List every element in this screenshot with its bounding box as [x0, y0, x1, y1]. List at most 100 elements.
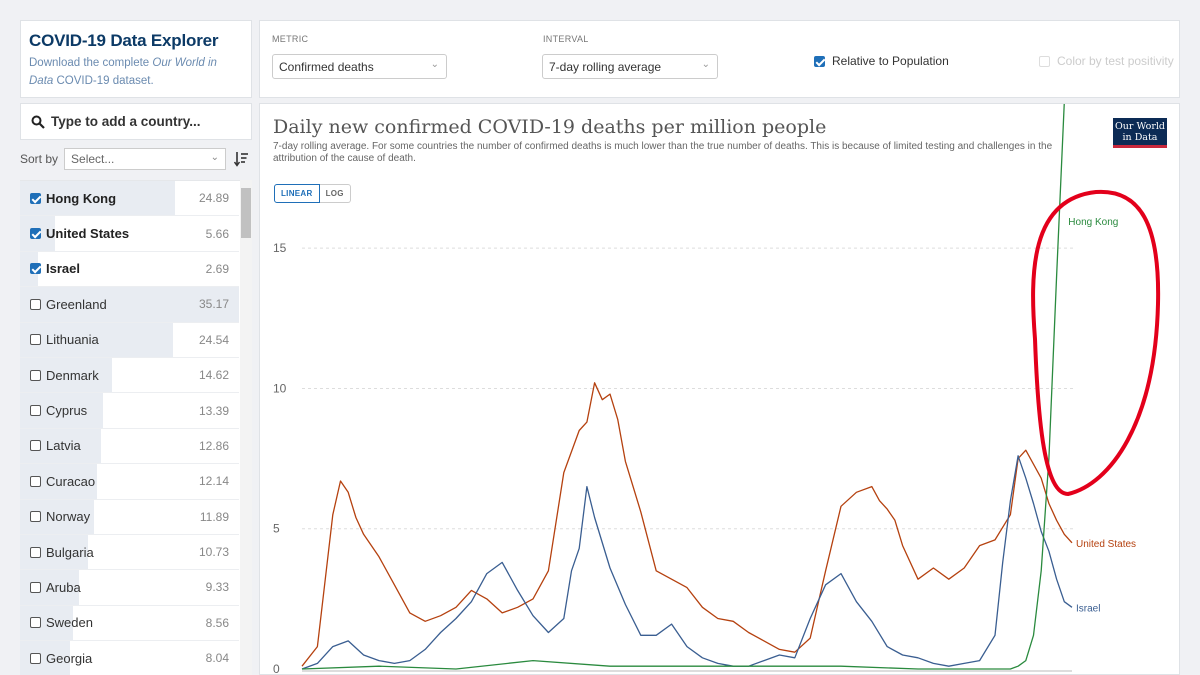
- metric-value: Confirmed deaths: [279, 60, 374, 74]
- country-value-bar: [20, 605, 73, 641]
- country-row[interactable]: Denmark 14.62: [20, 357, 239, 394]
- country-name: Hong Kong: [46, 190, 117, 206]
- country-checkbox[interactable]: [30, 546, 41, 558]
- owid-logo[interactable]: Our World in Data: [1113, 118, 1167, 148]
- country-value: 13.39: [198, 403, 229, 418]
- country-checkbox[interactable]: [30, 334, 41, 346]
- country-name: Norway: [46, 509, 91, 525]
- country-checkbox[interactable]: [30, 369, 41, 381]
- country-row[interactable]: Israel 2.69: [20, 251, 239, 288]
- country-value: 14.62: [198, 368, 229, 383]
- country-value: 35.17: [198, 297, 229, 312]
- country-name: Latvia: [46, 438, 81, 454]
- chart-panel: Daily new confirmed COVID-19 deaths per …: [259, 103, 1180, 675]
- country-row[interactable]: Cyprus 13.39: [20, 393, 239, 429]
- country-name: Georgia: [46, 650, 93, 666]
- sort-order-icon[interactable]: [234, 151, 249, 167]
- relative-to-population-toggle[interactable]: Relative to Population: [814, 54, 949, 68]
- country-row[interactable]: Curacao 12.14: [20, 464, 239, 500]
- country-checkbox[interactable]: [30, 617, 41, 629]
- interval-dropdown[interactable]: 7-day rolling average ⌄: [542, 54, 718, 79]
- country-checkbox[interactable]: [30, 440, 41, 452]
- explorer-header: COVID-19 Data Explorer Download the comp…: [20, 20, 252, 98]
- country-row[interactable]: Sweden 8.56: [20, 605, 239, 642]
- country-name: Israel: [46, 261, 80, 277]
- positivity-checkbox[interactable]: [1039, 55, 1050, 67]
- country-value: 11.89: [199, 509, 229, 524]
- sort-select[interactable]: Select... ⌄: [64, 148, 227, 170]
- country-checkbox[interactable]: [30, 652, 41, 664]
- country-checkbox[interactable]: [30, 475, 41, 487]
- country-value-bar: [20, 251, 38, 287]
- country-value-bar: [20, 641, 71, 675]
- country-value-bar: [20, 287, 239, 322]
- country-row[interactable]: Aruba 9.33: [20, 570, 239, 606]
- country-checkbox[interactable]: [30, 581, 41, 593]
- explorer-description: Download the complete Our World in Data …: [29, 54, 243, 90]
- country-row[interactable]: Hong Kong 24.89: [20, 181, 239, 217]
- y-tick-label: 10: [273, 381, 287, 395]
- country-value: 2.69: [205, 261, 229, 276]
- country-checkbox[interactable]: [30, 405, 41, 417]
- sort-label: Sort by: [20, 152, 59, 166]
- country-checkbox[interactable]: [30, 263, 41, 275]
- country-name: Aruba: [46, 579, 81, 595]
- country-value: 8.56: [205, 615, 229, 630]
- sort-row: Sort by Select... ⌄: [20, 148, 252, 170]
- country-name: Greenland: [46, 296, 107, 312]
- country-value: 5.66: [205, 226, 229, 241]
- test-positivity-toggle[interactable]: Color by test positivity: [1039, 54, 1174, 68]
- series-line-hong-kong: [301, 104, 1065, 670]
- country-name: Cyprus: [46, 403, 88, 419]
- country-row[interactable]: Bulgaria 10.73: [20, 534, 239, 571]
- country-name: Lithuania: [46, 332, 99, 348]
- country-row[interactable]: Lithuania 24.54: [20, 322, 239, 358]
- country-value-bar: [20, 181, 176, 216]
- series-label: Hong Kong: [1068, 217, 1118, 228]
- chevron-down-icon: ⌄: [701, 59, 710, 70]
- country-value: 24.89: [198, 191, 229, 206]
- country-list: Hong Kong 24.89 United States 5.66 Israel 2.6…: [20, 180, 252, 675]
- relative-label: Relative to Population: [832, 54, 949, 68]
- description-suffix[interactable]: COVID-19 dataset.: [56, 75, 154, 87]
- country-value-bar: [20, 570, 80, 605]
- metric-dropdown[interactable]: Confirmed deaths ⌄: [272, 54, 447, 79]
- sort-select-value: Select...: [71, 152, 115, 166]
- country-value-bar: [20, 322, 174, 357]
- country-row[interactable]: Georgia 8.04: [20, 641, 239, 675]
- country-name: Sweden: [46, 615, 93, 631]
- country-list-scrollbar[interactable]: [240, 180, 252, 675]
- chevron-down-icon: ⌄: [430, 59, 439, 70]
- log-scale-button[interactable]: LOG: [319, 184, 351, 203]
- relative-checkbox[interactable]: [814, 55, 825, 67]
- highlight-annotation-circle: [1031, 189, 1161, 497]
- series-label: Israel: [1076, 603, 1100, 614]
- country-value: 9.33: [205, 580, 229, 595]
- country-checkbox[interactable]: [30, 511, 41, 523]
- country-value: 8.04: [205, 651, 229, 666]
- country-name: Bulgaria: [46, 544, 94, 560]
- y-tick-label: 5: [273, 522, 280, 536]
- search-input[interactable]: Type to add a country...: [51, 114, 201, 129]
- metric-label: METRIC: [272, 34, 309, 44]
- positivity-label: Color by test positivity: [1057, 54, 1174, 68]
- country-row[interactable]: Greenland 35.17: [20, 287, 239, 323]
- y-tick-label: 0: [273, 662, 280, 674]
- country-row[interactable]: United States 5.66: [20, 216, 239, 252]
- chevron-down-icon: ⌄: [210, 152, 220, 163]
- country-name: Denmark: [46, 367, 99, 383]
- country-name: Curacao: [46, 473, 96, 489]
- chart-title: Daily new confirmed COVID-19 deaths per …: [273, 116, 827, 138]
- country-checkbox[interactable]: [30, 228, 41, 240]
- country-row[interactable]: Latvia 12.86: [20, 428, 239, 465]
- country-checkbox[interactable]: [30, 298, 41, 310]
- country-checkbox[interactable]: [30, 192, 41, 204]
- y-tick-label: 15: [273, 241, 287, 255]
- scrollbar-thumb[interactable]: [241, 188, 251, 238]
- logo-line-1: Our World: [1115, 121, 1165, 132]
- country-search[interactable]: Type to add a country...: [20, 103, 252, 140]
- country-row[interactable]: Norway 11.89: [20, 499, 239, 535]
- owid-dataset-link[interactable]: Our World in Data: [29, 57, 217, 87]
- country-value: 24.54: [198, 332, 229, 347]
- linear-scale-button[interactable]: LINEAR: [274, 184, 320, 203]
